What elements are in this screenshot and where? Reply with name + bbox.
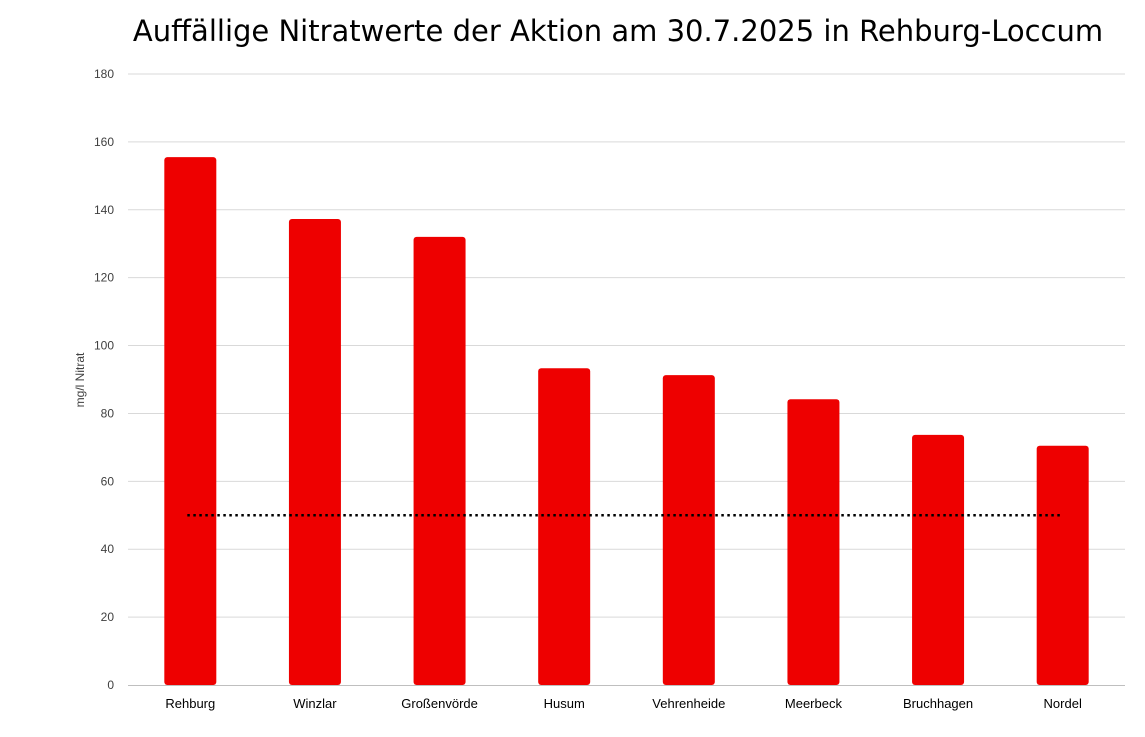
gridlines (128, 73, 1125, 618)
bar-vehrenheide (662, 375, 715, 685)
x-axis-ticks: Rehburg Winzlar Großenvörde Husum Vehrenheid… (165, 696, 1082, 711)
bar-bruchhagen (912, 434, 965, 685)
bar-rehburg (164, 157, 217, 686)
y-tick-label: 60 (101, 474, 115, 488)
y-tick-label: 20 (101, 610, 115, 624)
y-tick-label: 40 (101, 542, 115, 556)
x-tick-label: Husum (544, 696, 585, 711)
chart-title: Auffällige Nitratwerte der Aktion am 30.… (132, 14, 1104, 48)
y-axis-label: mg/l Nitrat (73, 352, 87, 407)
x-tick-label: Bruchhagen (903, 696, 973, 711)
y-tick-label: 140 (94, 203, 114, 217)
x-tick-label: Nordel (1044, 696, 1082, 711)
y-tick-label: 160 (94, 135, 114, 149)
y-tick-label: 100 (94, 339, 114, 353)
bar-meerbeck (787, 399, 840, 685)
bar-großenvörde (413, 236, 466, 685)
x-tick-label: Rehburg (165, 696, 215, 711)
x-tick-label: Großenvörde (401, 696, 478, 711)
y-tick-label: 180 (94, 67, 114, 81)
y-tick-label: 80 (101, 406, 115, 420)
bar-husum (538, 368, 591, 685)
bars (164, 157, 1089, 686)
y-tick-label: 0 (107, 678, 114, 692)
bar-winzlar (288, 218, 341, 685)
x-tick-label: Vehrenheide (652, 696, 725, 711)
x-tick-label: Winzlar (293, 696, 337, 711)
bar-nordel (1036, 445, 1089, 685)
y-axis-ticks: 0 20 40 60 80 100 120 140 160 180 (94, 67, 114, 692)
y-tick-label: 120 (94, 271, 114, 285)
x-tick-label: Meerbeck (785, 696, 843, 711)
